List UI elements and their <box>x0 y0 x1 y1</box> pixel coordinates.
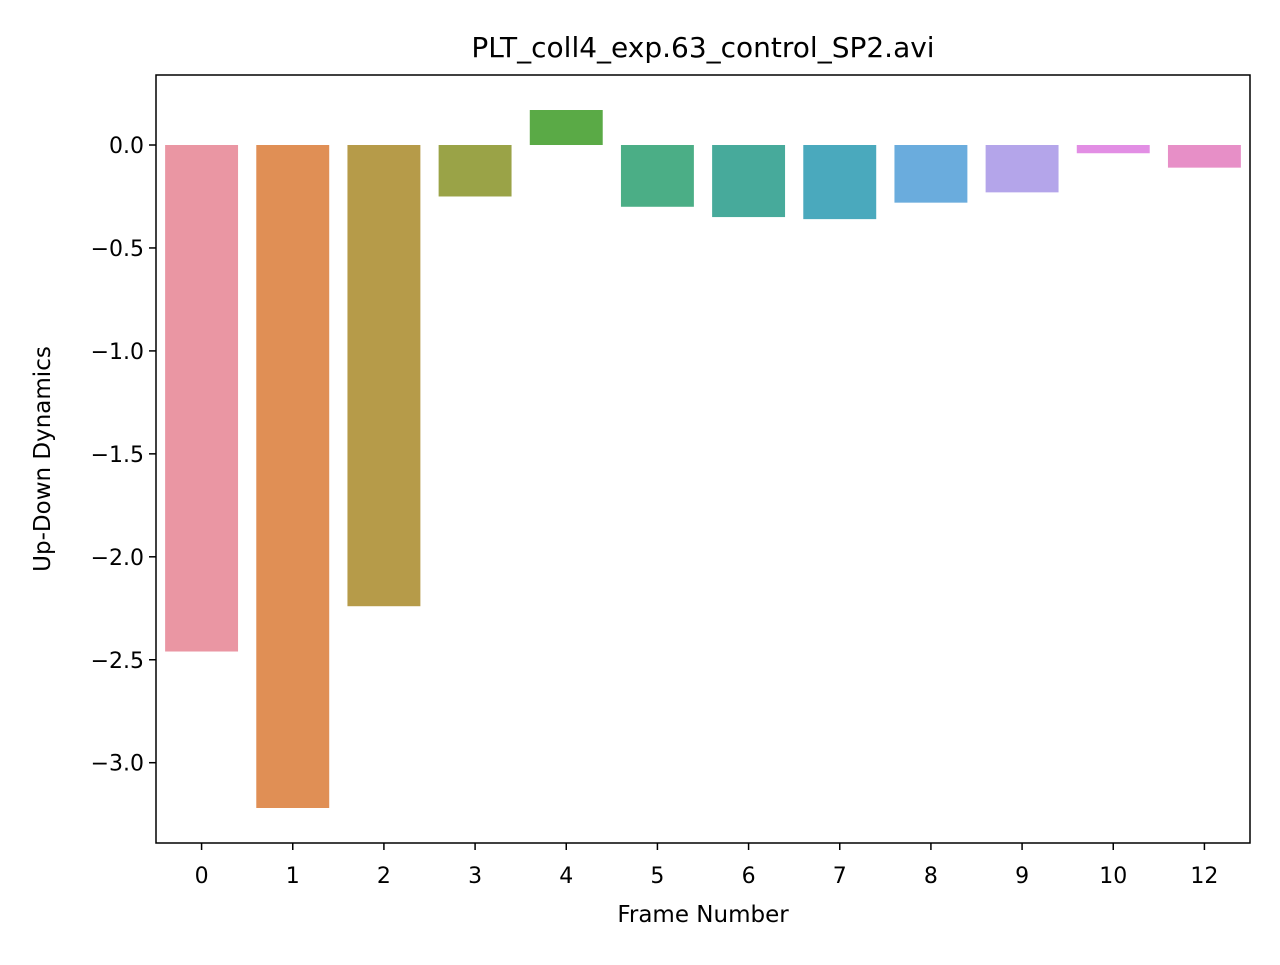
bar-frame-10 <box>1076 145 1150 154</box>
x-tick-label: 9 <box>1015 864 1029 889</box>
bar-frame-6 <box>712 145 786 218</box>
y-tick-label: −2.5 <box>91 649 144 674</box>
bar-frame-8 <box>894 145 968 203</box>
bar-frame-3 <box>438 145 512 197</box>
x-tick-label: 10 <box>1099 864 1127 889</box>
x-tick-label: 1 <box>286 864 300 889</box>
x-tick-label: 3 <box>468 864 482 889</box>
ticks-layer: 0 1 2 3 4 5 6 7 8 9 10 120.0−0.5−1.0−1.5−2.0−2.5−3.… <box>91 134 1219 889</box>
bar-frame-7 <box>803 145 877 220</box>
bar-frame-9 <box>985 145 1059 193</box>
x-axis-label: Frame Number <box>617 902 789 928</box>
x-tick-label: 6 <box>742 864 756 889</box>
bar-frame-5 <box>620 145 694 207</box>
y-axis-label: Up-Down Dynamics <box>30 346 56 572</box>
x-tick-label: 7 <box>833 864 847 889</box>
bars-layer <box>165 110 1241 808</box>
y-tick-label: −1.0 <box>91 340 144 365</box>
bar-frame-2 <box>347 145 421 607</box>
bar-frame-1 <box>256 145 330 808</box>
x-tick-label: 12 <box>1190 864 1218 889</box>
plot-frame <box>155 74 1251 844</box>
bar-frame-0 <box>165 145 239 652</box>
bar-frame-4 <box>529 110 603 146</box>
y-tick-label: −2.0 <box>91 546 144 571</box>
y-tick-label: −1.5 <box>91 443 144 468</box>
x-tick-label: 4 <box>559 864 573 889</box>
y-tick-label: 0.0 <box>109 134 144 159</box>
x-tick-label: 2 <box>377 864 391 889</box>
bar-frame-12 <box>1167 145 1241 168</box>
y-tick-label: −0.5 <box>91 237 144 262</box>
x-tick-label: 5 <box>650 864 664 889</box>
chart-title: PLT_coll4_exp.63_control_SP2.avi <box>471 31 934 64</box>
x-tick-label: 8 <box>924 864 938 889</box>
y-tick-label: −3.0 <box>91 752 144 777</box>
x-tick-label: 0 <box>195 864 209 889</box>
